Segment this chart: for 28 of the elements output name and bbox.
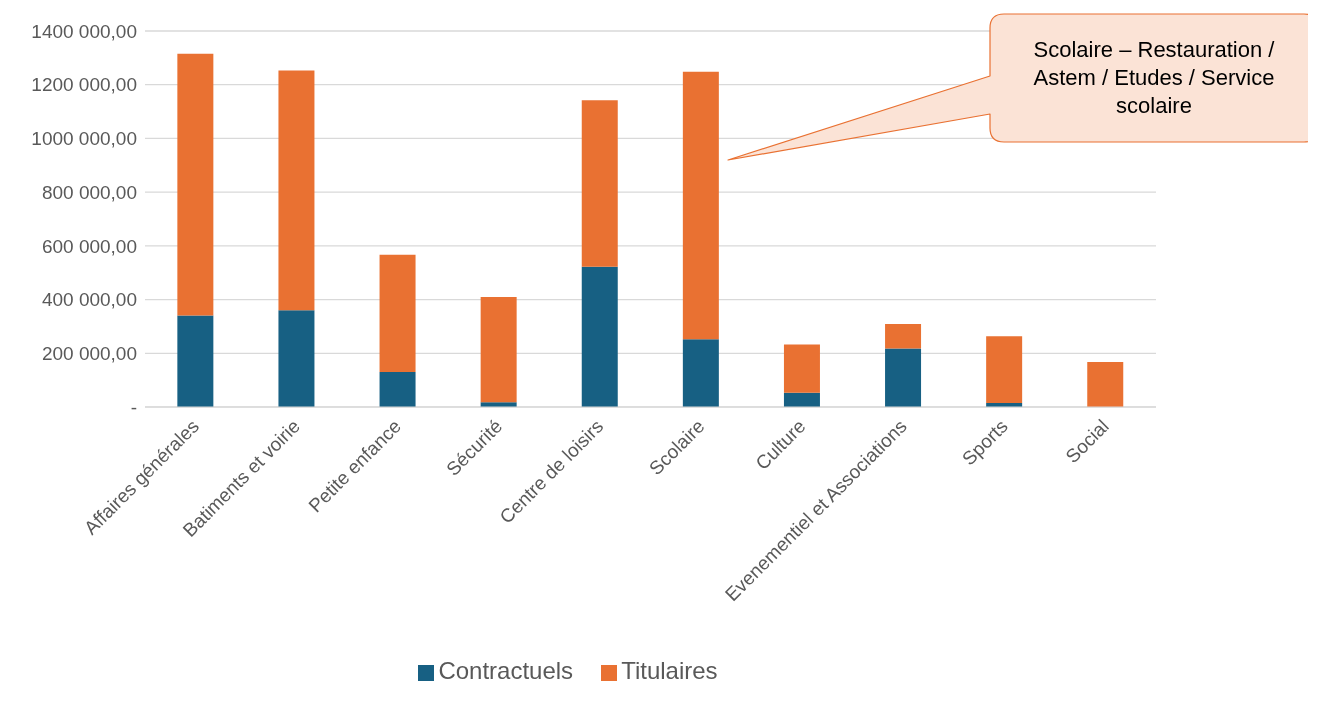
bar [682, 339, 719, 407]
bar [682, 71, 719, 340]
bar [783, 344, 820, 393]
bar [177, 53, 214, 316]
bar [379, 254, 416, 373]
bar [480, 296, 517, 403]
bar [1087, 361, 1124, 407]
y-tick-label: - [130, 396, 137, 418]
legend-label: Contractuels [438, 657, 574, 684]
legend-label: Titulaires [621, 657, 718, 684]
bar [278, 310, 315, 407]
annotation: Scolaire – Restauration / Astem / Etudes / Service scolaire [1032, 36, 1276, 120]
y-tick-label: 1400 000,00 [31, 20, 137, 42]
bar [885, 348, 922, 407]
bar [581, 266, 618, 407]
bar [379, 372, 416, 407]
y-tick-label: 200 000,00 [41, 343, 137, 365]
bar [783, 392, 820, 407]
y-tick-label: 1000 000,00 [31, 128, 137, 150]
bar [885, 324, 922, 349]
bar [581, 100, 618, 267]
y-tick-label: 800 000,00 [41, 181, 137, 203]
y-tick-label: 400 000,00 [41, 289, 137, 311]
bar [278, 70, 315, 311]
bar [177, 315, 214, 407]
y-tick-label: 1200 000,00 [31, 74, 137, 96]
y-tick-label: 600 000,00 [41, 235, 137, 257]
bar [986, 336, 1023, 403]
